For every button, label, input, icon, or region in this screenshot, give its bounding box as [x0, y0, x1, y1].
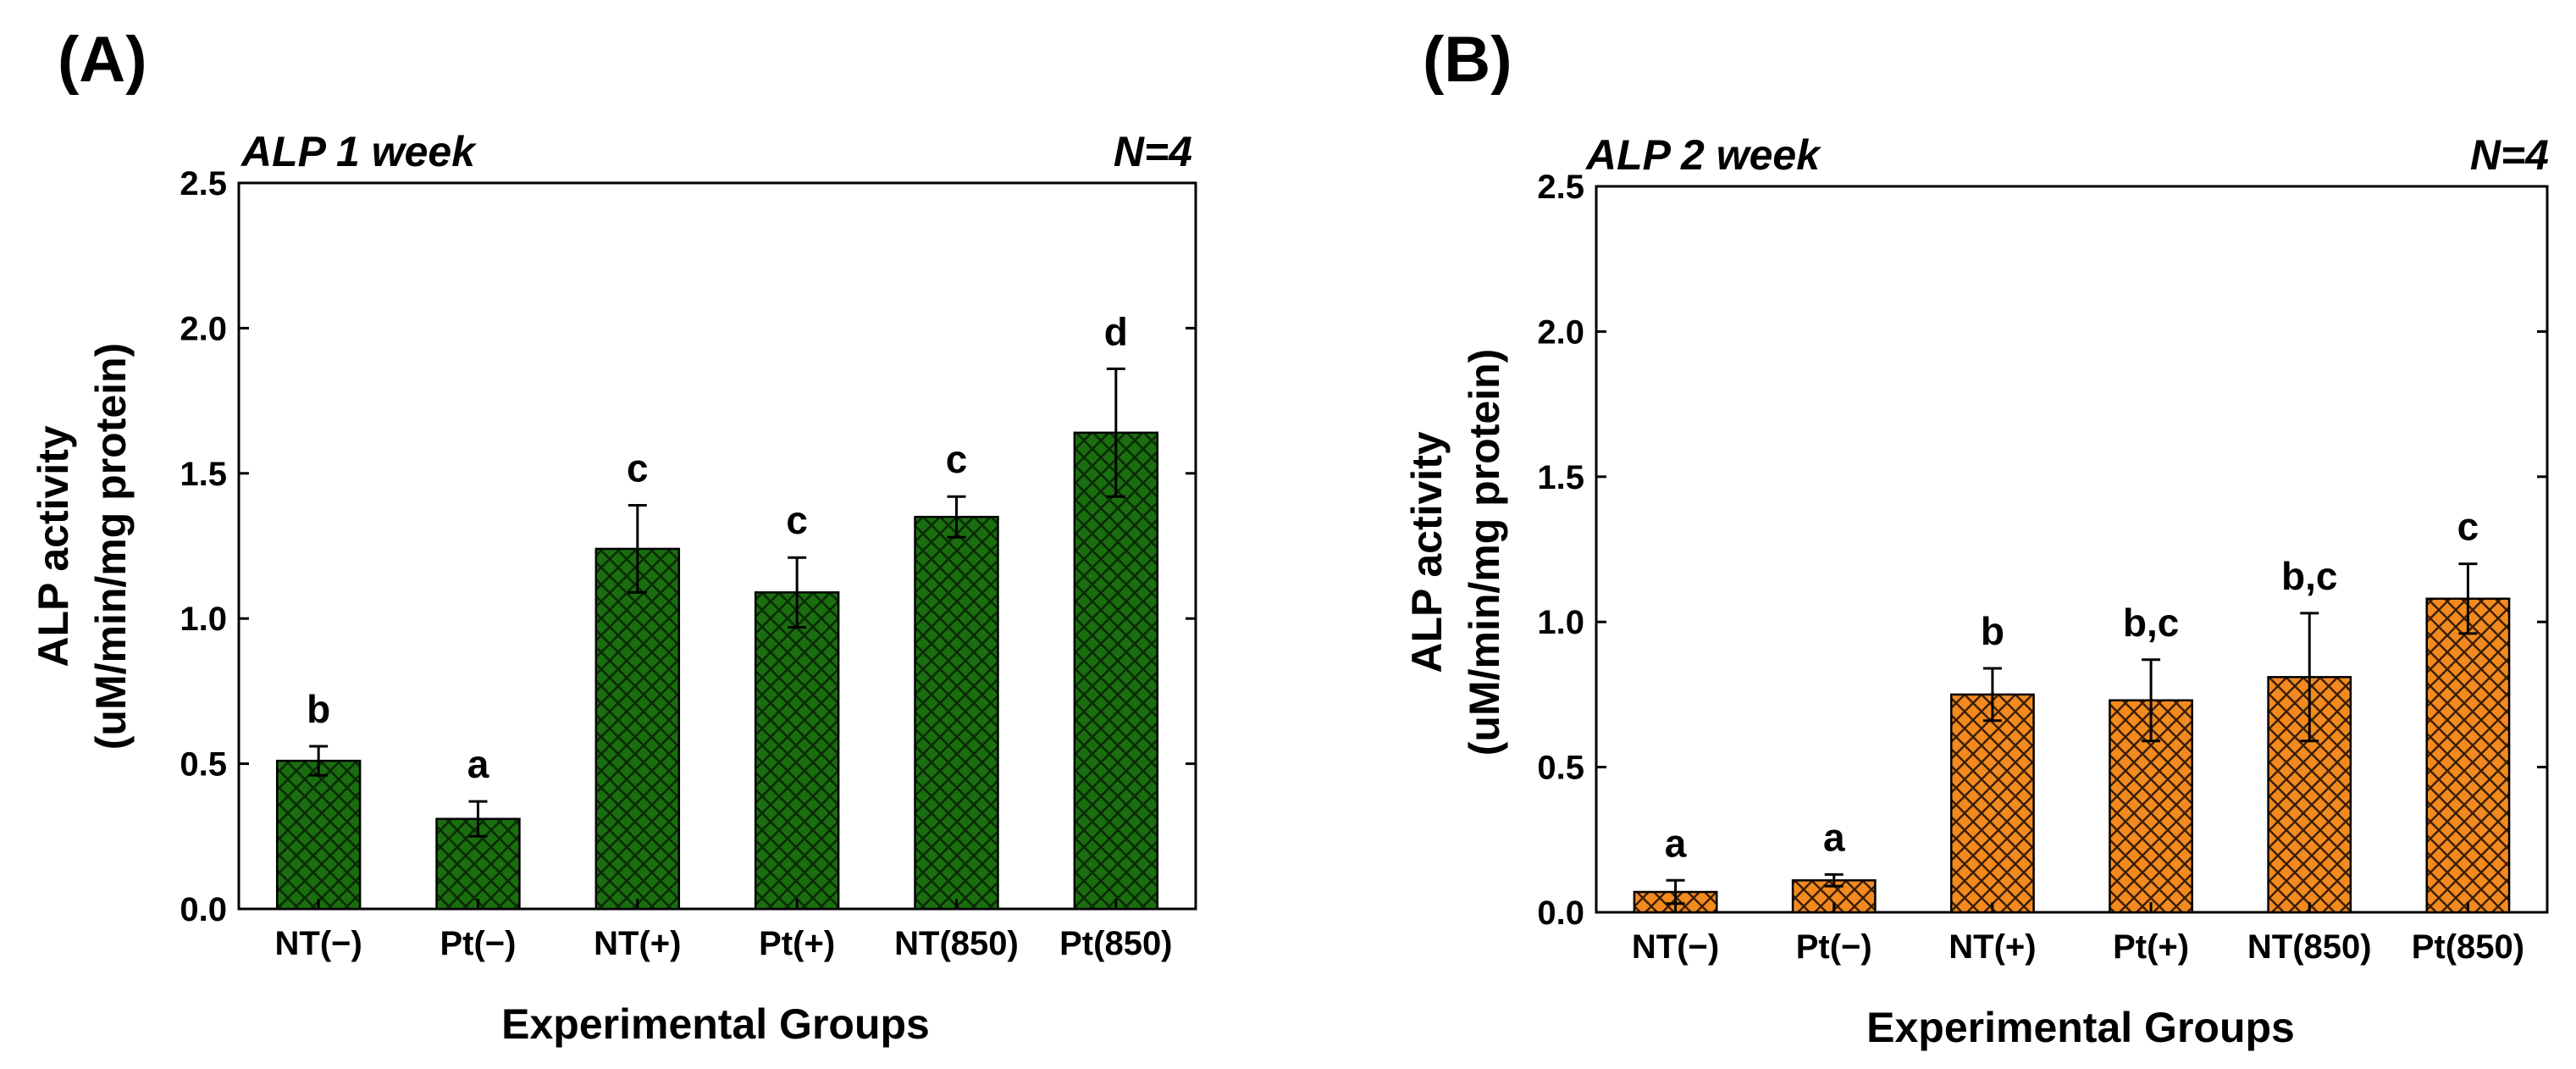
y-tick-label: 2.5: [180, 165, 227, 202]
x-category-label: NT(+): [1949, 928, 2036, 966]
y-tick-label: 2.0: [1537, 313, 1584, 351]
x-category-label: NT(850): [894, 925, 1019, 962]
sample-size-annotation: N=4: [1114, 128, 1192, 175]
significance-label: b: [307, 687, 330, 731]
x-axis-label: Experimental Groups: [1866, 1004, 2295, 1051]
x-category-label: Pt(−): [1796, 928, 1872, 966]
x-category-label: Pt(−): [440, 925, 517, 962]
x-category-label: NT(−): [1632, 928, 1719, 966]
y-tick-label: 2.0: [180, 310, 227, 347]
plot-frame: [1595, 185, 2549, 914]
significance-label: a: [467, 742, 489, 786]
significance-label: c: [2457, 505, 2479, 549]
y-tick-label: 1.5: [180, 456, 227, 493]
y-tick-label: 1.0: [180, 601, 227, 638]
x-category-label: Pt(850): [2412, 928, 2524, 966]
plot-frame: [237, 181, 1197, 911]
x-category-label: Pt(+): [759, 925, 835, 962]
y-axis-label-line2: (uM/min/mg protein): [87, 343, 135, 751]
y-tick-label: 2.5: [1537, 169, 1584, 206]
significance-label: c: [627, 446, 649, 490]
bar: [1073, 431, 1159, 911]
significance-label: b: [1981, 609, 2004, 653]
y-axis-label-line2: (uM/min/mg protein): [1461, 349, 1508, 756]
y-axis-label: ALP activity (uM/min/mg protein): [30, 343, 135, 751]
significance-label: c: [786, 498, 808, 542]
y-tick-label: 1.5: [1537, 459, 1584, 496]
bar: [1950, 693, 2035, 914]
significance-label: b,c: [2123, 601, 2179, 645]
bar: [594, 547, 681, 911]
y-tick-label: 0.5: [180, 746, 227, 784]
significance-label: a: [1665, 821, 1687, 865]
x-category-label: Pt(850): [1059, 925, 1172, 962]
y-tick-label: 0.5: [1537, 750, 1584, 787]
x-category-label: NT(850): [2247, 928, 2372, 966]
chart-title: ALP 2 week: [1584, 131, 1821, 179]
significance-label: d: [1104, 309, 1128, 353]
y-tick-label: 1.0: [1537, 604, 1584, 641]
significance-label: b,c: [2281, 554, 2337, 598]
y-axis-label: ALP activity (uM/min/mg protein): [1403, 349, 1508, 756]
bar: [754, 591, 840, 911]
x-category-label: Pt(+): [2113, 928, 2189, 966]
chart-title: ALP 1 week: [240, 128, 477, 175]
panel-label: (B): [1423, 24, 1512, 96]
y-tick-label: 0.0: [180, 891, 227, 928]
x-category-label: NT(−): [275, 925, 362, 962]
y-tick-label: 0.0: [1537, 895, 1584, 932]
panel-label: (A): [58, 24, 147, 96]
chart-panel-a: (A) ALP 1 week N=4 ALP activity (uM/min/…: [30, 24, 1197, 1048]
sample-size-annotation: N=4: [2470, 131, 2549, 179]
bar: [914, 515, 999, 911]
bar: [2425, 597, 2511, 914]
significance-label: c: [946, 437, 968, 481]
bar: [275, 759, 362, 911]
y-axis-label-line1: ALP activity: [1403, 431, 1451, 673]
chart-panel-b: (B) ALP 2 week N=4 ALP activity (uM/min/…: [1403, 24, 2549, 1051]
x-category-label: NT(+): [594, 925, 681, 962]
x-axis-label: Experimental Groups: [501, 1000, 930, 1048]
y-axis-label-line1: ALP activity: [30, 425, 77, 667]
significance-label: a: [1823, 815, 1845, 859]
